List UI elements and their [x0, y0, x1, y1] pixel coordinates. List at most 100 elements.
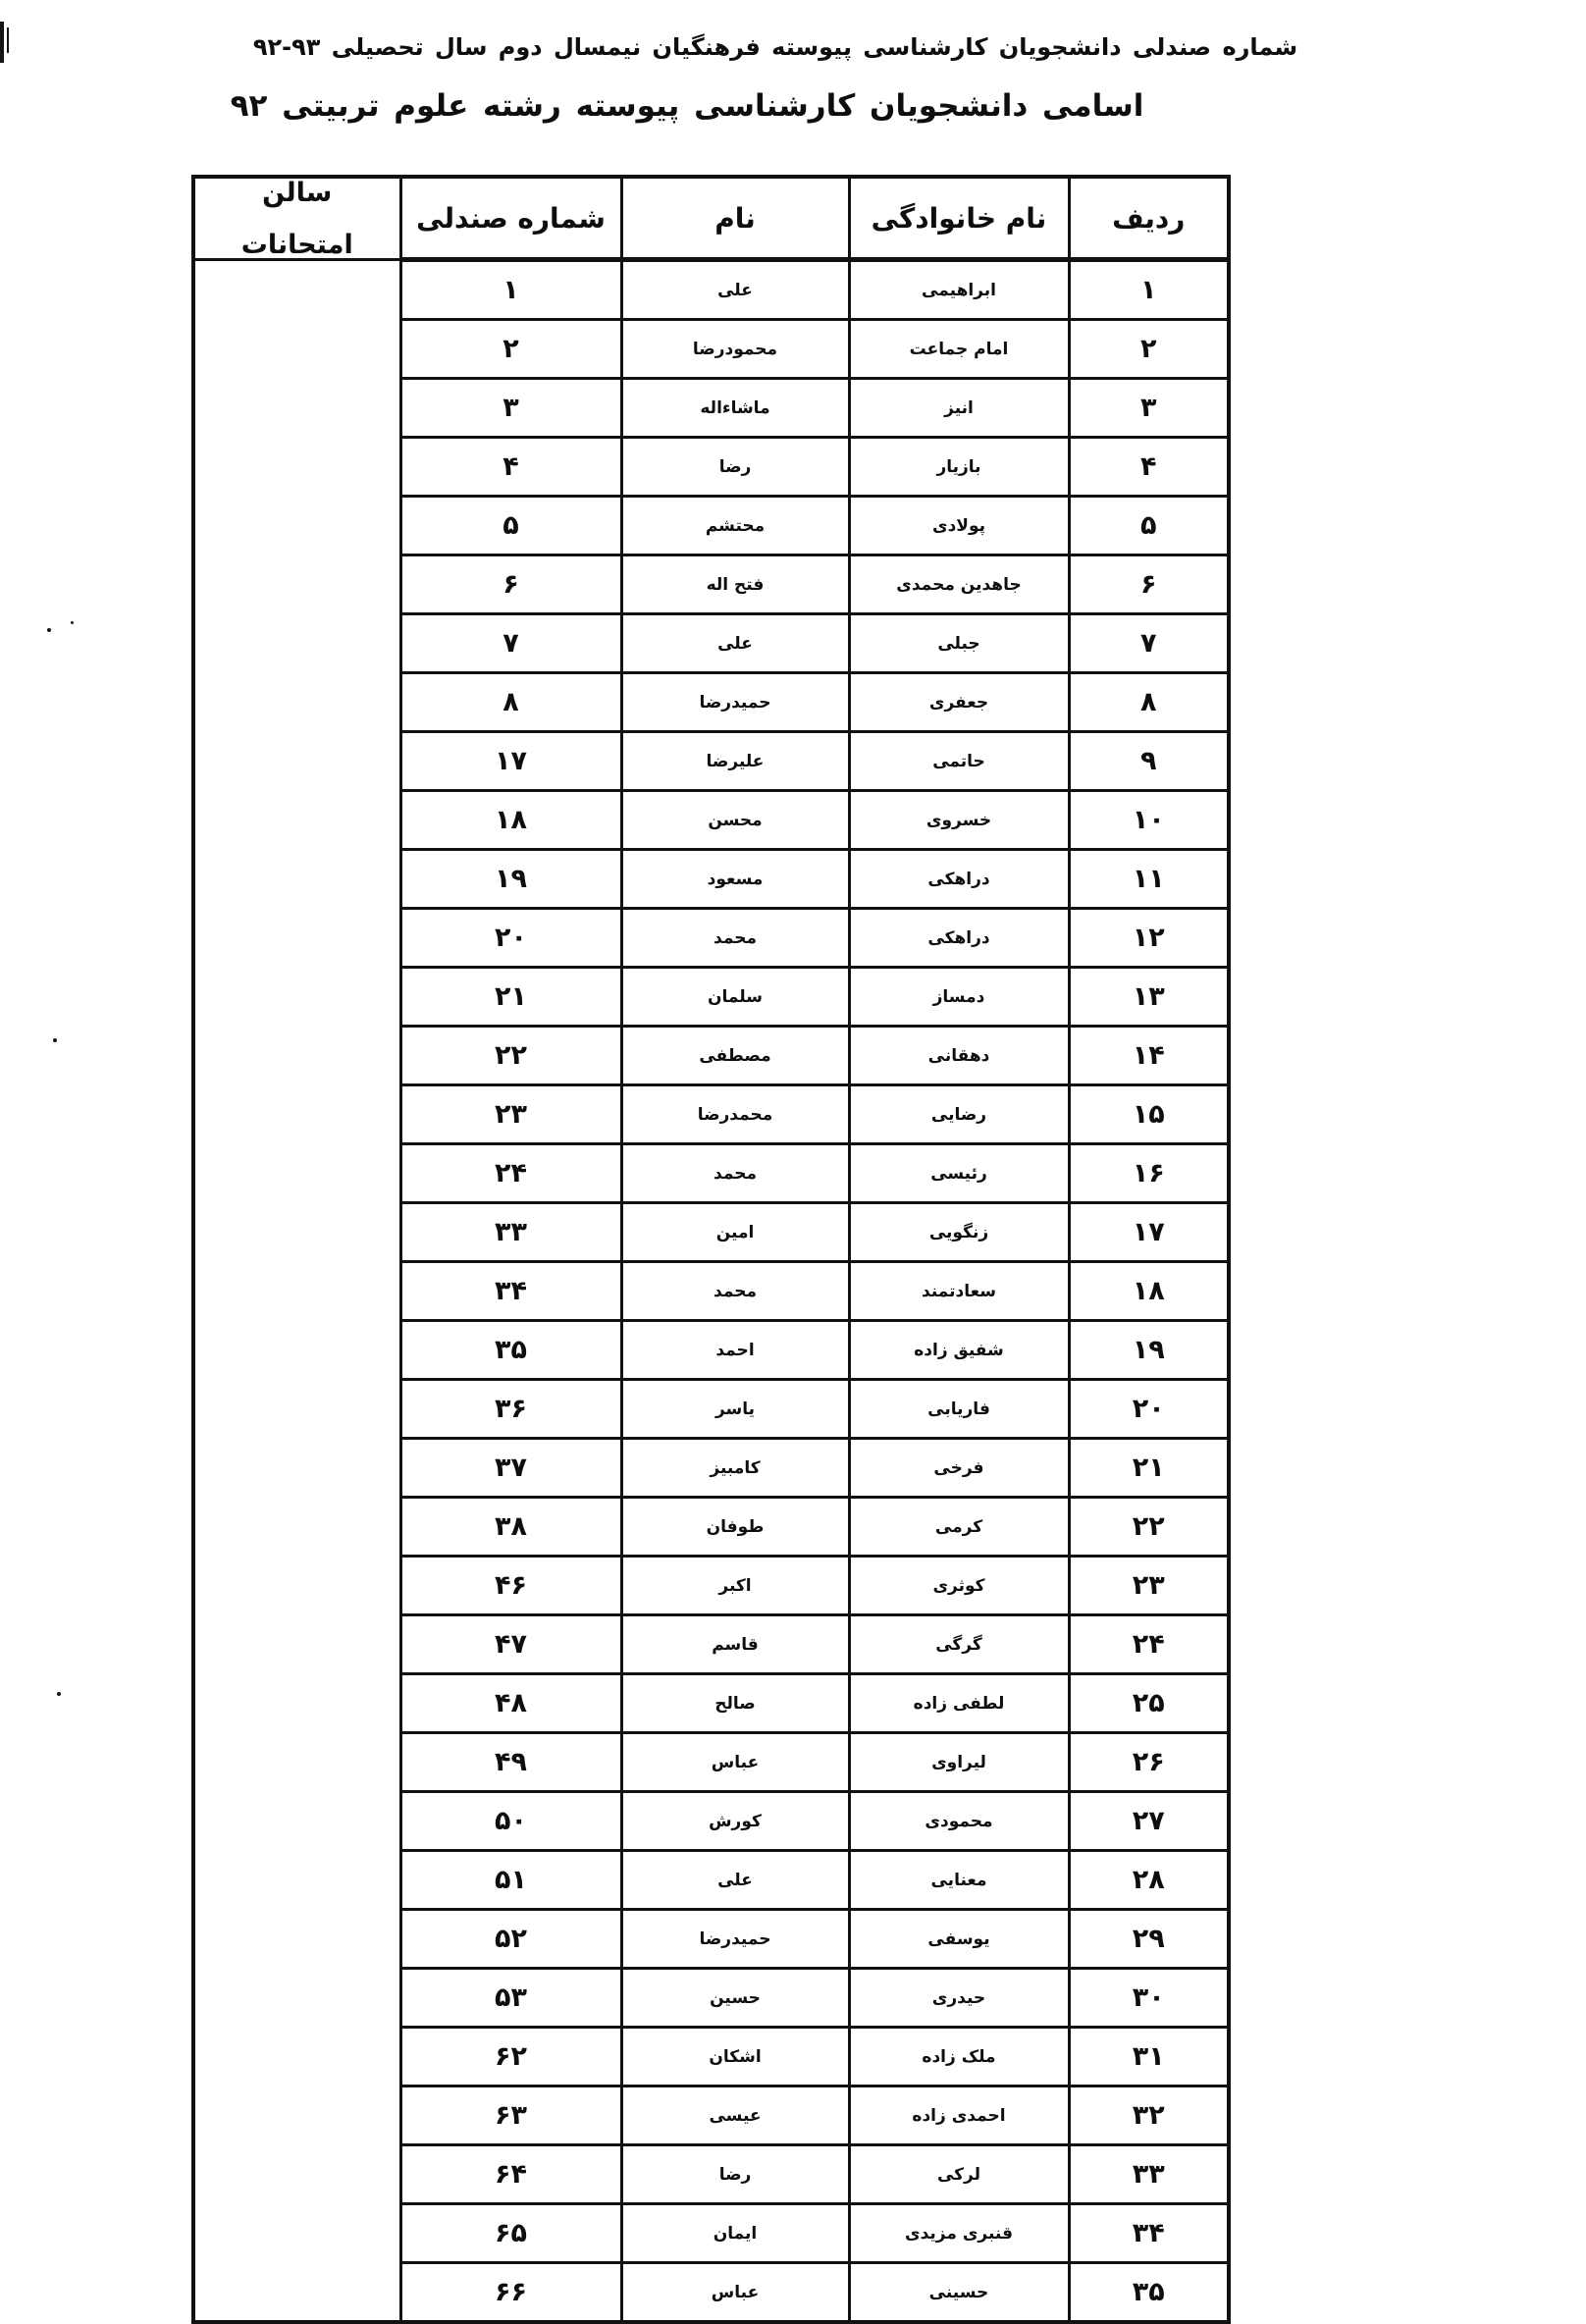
table-row: ۳۵ حسینی عباس ۶۶ — [193, 2261, 1231, 2324]
table-row: ۲۹ یوسفی حمیدرضا ۵۲ — [193, 1908, 1231, 1970]
cell-seat: ۶ — [398, 554, 623, 615]
cell-radif: ۱۲ — [1067, 907, 1231, 969]
exam-hall-cell: سالن امتحانات — [191, 175, 402, 261]
cell-family: گرگی — [847, 1613, 1071, 1675]
table-row: ۲۲ کرمی طوفان ۳۸ — [193, 1496, 1231, 1558]
cell-family: امام جماعت — [847, 318, 1071, 380]
cell-name: محسن — [619, 789, 851, 851]
cell-name: علیرضا — [619, 730, 851, 792]
cell-name: قاسم — [619, 1613, 851, 1675]
table-row: ۳۰ حیدری حسین ۵۳ — [193, 1967, 1231, 2029]
cell-name: اکبر — [619, 1555, 851, 1616]
title-line1-text: شماره صندلی دانشجویان کارشناسی پیوسته فر… — [331, 33, 1298, 61]
cell-seat: ۱۷ — [398, 730, 623, 792]
title-line2-text: اسامی دانشجویان کارشناسی پیوسته رشته علو… — [230, 88, 1144, 124]
table-row: ۲۸ معنایی علی ۵۱ — [193, 1849, 1231, 1911]
cell-radif: ۶ — [1067, 554, 1231, 615]
cell-family: دمساز — [847, 966, 1071, 1028]
cell-radif: ۴ — [1067, 436, 1231, 498]
cell-family: رضایی — [847, 1083, 1071, 1145]
document-title-line1: شماره صندلی دانشجویان کارشناسی پیوسته فر… — [0, 33, 1551, 61]
cell-seat: ۳۴ — [398, 1260, 623, 1322]
table-row: ۹ حاتمی علیرضا ۱۷ — [193, 730, 1231, 792]
cell-radif: ۲۷ — [1067, 1790, 1231, 1852]
cell-name: حمیدرضا — [619, 671, 851, 733]
cell-radif: ۸ — [1067, 671, 1231, 733]
cell-radif: ۲۴ — [1067, 1613, 1231, 1675]
cell-name: طوفان — [619, 1496, 851, 1558]
cell-name: ایمان — [619, 2202, 851, 2264]
cell-seat: ۷ — [398, 612, 623, 674]
cell-seat: ۲۱ — [398, 966, 623, 1028]
table-row: ۱۷ زنگویی امین ۳۳ — [193, 1201, 1231, 1263]
cell-family: محمودی — [847, 1790, 1071, 1852]
cell-name: مصطفی — [619, 1025, 851, 1086]
cell-seat: ۴۷ — [398, 1613, 623, 1675]
cell-family: حسینی — [847, 2261, 1071, 2324]
cell-radif: ۱۶ — [1067, 1142, 1231, 1204]
cell-radif: ۲۶ — [1067, 1731, 1231, 1793]
table-row: ۲۶ لیراوی عباس ۴۹ — [193, 1731, 1231, 1793]
cell-name: ماشاءاله — [619, 377, 851, 439]
exam-hall-label-line2: امتحانات — [240, 229, 353, 260]
cell-seat: ۳۸ — [398, 1496, 623, 1558]
cell-radif: ۱۳ — [1067, 966, 1231, 1028]
cell-family: قنبری مزیدی — [847, 2202, 1071, 2264]
scan-artifact-dot — [71, 621, 74, 624]
cell-name: عیسی — [619, 2085, 851, 2146]
table-row: ۱۴ دهقانی مصطفی ۲۲ — [193, 1025, 1231, 1086]
cell-name: یاسر — [619, 1378, 851, 1440]
cell-family: یوسفی — [847, 1908, 1071, 1970]
cell-radif: ۲۵ — [1067, 1672, 1231, 1734]
cell-radif: ۲۸ — [1067, 1849, 1231, 1911]
cell-seat: ۱ — [398, 258, 623, 321]
scan-artifact-bar — [0, 22, 4, 63]
cell-name: عباس — [619, 2261, 851, 2324]
cell-seat: ۳۵ — [398, 1319, 623, 1381]
col-header-family-name: نام خانوادگی — [847, 175, 1071, 262]
cell-seat: ۱۹ — [398, 848, 623, 910]
table-row: ۲ امام جماعت محمودرضا ۲ — [193, 318, 1231, 380]
cell-name: حمیدرضا — [619, 1908, 851, 1970]
col-header-seat-number: شماره صندلی — [398, 175, 623, 262]
cell-radif: ۲ — [1067, 318, 1231, 380]
cell-seat: ۴۶ — [398, 1555, 623, 1616]
cell-name: عباس — [619, 1731, 851, 1793]
cell-radif: ۲۰ — [1067, 1378, 1231, 1440]
cell-radif: ۳۴ — [1067, 2202, 1231, 2264]
cell-radif: ۲۹ — [1067, 1908, 1231, 1970]
cell-radif: ۱۵ — [1067, 1083, 1231, 1145]
cell-radif: ۵ — [1067, 495, 1231, 556]
cell-radif: ۱۴ — [1067, 1025, 1231, 1086]
table-row: ۱۵ رضایی محمدرضا ۲۳ — [193, 1083, 1231, 1145]
cell-family: حاتمی — [847, 730, 1071, 792]
cell-name: کورش — [619, 1790, 851, 1852]
table-row: ۱۸ سعادتمند محمد ۳۴ — [193, 1260, 1231, 1322]
cell-name: اشکان — [619, 2026, 851, 2087]
cell-radif: ۲۳ — [1067, 1555, 1231, 1616]
cell-seat: ۲۲ — [398, 1025, 623, 1086]
cell-family: حیدری — [847, 1967, 1071, 2029]
table-row: ۳۴ قنبری مزیدی ایمان ۶۵ — [193, 2202, 1231, 2264]
cell-family: دراهکی — [847, 907, 1071, 969]
cell-name: محمدرضا — [619, 1083, 851, 1145]
table-row: ۲۱ فرخی کامبیز ۳۷ — [193, 1437, 1231, 1499]
cell-family: شفیق زاده — [847, 1319, 1071, 1381]
cell-family: کرمی — [847, 1496, 1071, 1558]
table-row: ۳ انیز ماشاءاله ۳ — [193, 377, 1231, 439]
cell-name: صالح — [619, 1672, 851, 1734]
cell-name: محمد — [619, 1260, 851, 1322]
cell-family: احمدی زاده — [847, 2085, 1071, 2146]
table-row: ۵ پولادی محتشم ۵ — [193, 495, 1231, 556]
cell-seat: ۳۷ — [398, 1437, 623, 1499]
cell-family: خسروی — [847, 789, 1071, 851]
document-title-line2: اسامی دانشجویان کارشناسی پیوسته رشته علو… — [0, 88, 1374, 124]
table-row: ۲۴ گرگی قاسم ۴۷ — [193, 1613, 1231, 1675]
cell-name: علی — [619, 612, 851, 674]
cell-seat: ۶۵ — [398, 2202, 623, 2264]
cell-radif: ۳ — [1067, 377, 1231, 439]
table-row: ۱۱ دراهکی مسعود ۱۹ — [193, 848, 1231, 910]
table-row: ۳۳ لرکی رضا ۶۴ — [193, 2143, 1231, 2205]
cell-radif: ۷ — [1067, 612, 1231, 674]
cell-radif: ۳۵ — [1067, 2261, 1231, 2324]
